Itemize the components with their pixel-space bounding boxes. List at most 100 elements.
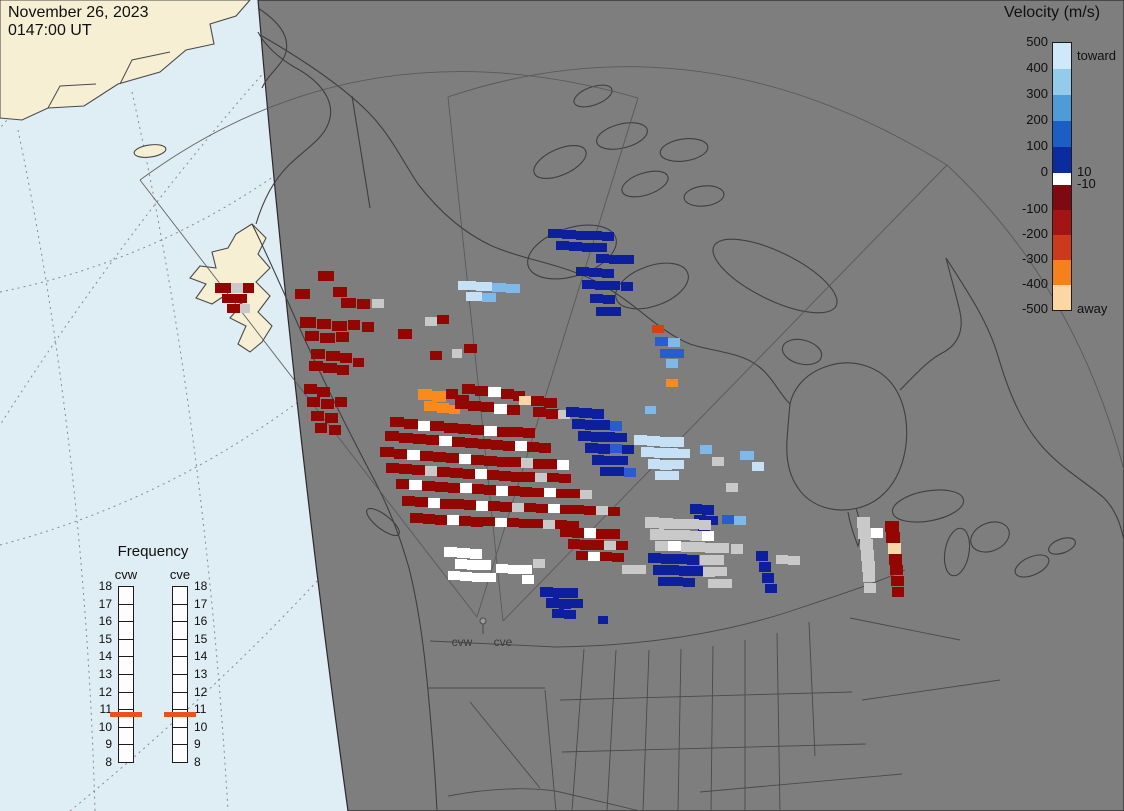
velocity-cell <box>471 425 484 435</box>
cve-fov-arc <box>447 66 948 166</box>
velocity-cell <box>435 515 447 525</box>
velocity-cell <box>459 454 471 464</box>
velocity-cell <box>309 361 323 371</box>
velocity-cell <box>231 283 243 293</box>
velocity-cell <box>580 540 592 550</box>
velocity-cell <box>715 567 727 576</box>
velocity-cell <box>564 610 576 619</box>
velocity-cell <box>396 479 409 489</box>
velocity-cell <box>547 473 559 482</box>
arctic-island <box>659 138 709 162</box>
velocity-cell <box>600 467 612 476</box>
velocity-cell <box>595 243 607 252</box>
velocity-cell <box>588 552 600 561</box>
velocity-cell <box>572 528 584 538</box>
velocity-cell <box>892 587 904 597</box>
velocity-cell <box>531 396 544 406</box>
lake-superior <box>891 489 965 523</box>
velocity-cell <box>499 471 511 481</box>
velocity-cell <box>654 448 666 458</box>
velocity-cell <box>472 573 484 582</box>
velocity-cell <box>432 391 446 402</box>
velocity-cell <box>598 616 608 624</box>
velocity-cell <box>472 484 484 494</box>
velocity-cell <box>585 443 598 453</box>
velocity-cell <box>610 421 622 431</box>
velocity-cell <box>425 317 437 326</box>
velocity-cell <box>559 474 571 483</box>
velocity-cell <box>300 317 316 328</box>
velocity-cell <box>862 561 875 572</box>
velocity-cell <box>332 321 347 331</box>
velocity-cell <box>658 577 671 586</box>
velocity-cell <box>700 445 712 454</box>
siberia-inner-lines <box>47 51 171 109</box>
velocity-cell <box>592 455 604 465</box>
frequency-tick-label: 11 <box>194 702 207 717</box>
velocity-cell <box>712 555 724 565</box>
atlantic-coast <box>945 257 1124 541</box>
velocity-cell <box>501 389 514 399</box>
velocity-cell <box>700 555 712 565</box>
velocity-cell <box>615 433 627 442</box>
velocity-cell <box>535 473 547 482</box>
velocity-cell <box>305 331 319 341</box>
velocity-cell <box>410 513 423 523</box>
velocity-tick-label: -10 <box>1077 176 1096 191</box>
velocity-cell <box>235 294 247 303</box>
velocity-cell <box>664 530 677 540</box>
frequency-tick-label: 14 <box>194 649 208 664</box>
frequency-tick-label: 12 <box>194 684 208 699</box>
velocity-cell <box>362 322 374 332</box>
frequency-tick-label: 16 <box>194 614 208 629</box>
velocity-cell <box>311 349 325 359</box>
velocity-cell <box>687 555 699 565</box>
velocity-cell <box>335 397 347 407</box>
frequency-tick-label: 10 <box>98 719 112 734</box>
velocity-cell <box>568 489 580 498</box>
velocity-cell <box>578 431 591 441</box>
velocity-cell <box>545 459 557 469</box>
velocity-cell <box>484 426 497 436</box>
velocity-cell <box>598 444 610 454</box>
velocity-cell <box>488 387 501 397</box>
velocity-cell <box>891 576 904 586</box>
velocity-cell <box>674 554 687 564</box>
velocity-cell <box>871 528 883 538</box>
velocity-cell <box>582 280 595 289</box>
velocity-cell <box>655 471 667 480</box>
velocity-cell <box>612 467 624 476</box>
velocity-colorbar-segment <box>1053 285 1071 310</box>
frequency-tick-label: 17 <box>98 596 112 611</box>
velocity-cell <box>448 483 460 493</box>
velocity-cell <box>717 543 729 553</box>
velocity-cell <box>455 399 468 409</box>
velocity-cell <box>475 469 487 479</box>
velocity-cells <box>215 229 904 624</box>
velocity-cell <box>333 287 347 297</box>
velocity-cell <box>506 284 520 293</box>
frequency-tick-label: 12 <box>98 684 112 699</box>
velocity-cell <box>667 471 679 480</box>
alaska-outline <box>255 31 332 225</box>
frequency-scale-cell <box>172 744 188 763</box>
velocity-cell <box>558 410 570 419</box>
velocity-cell <box>560 505 572 514</box>
velocity-cell <box>507 518 519 527</box>
frequency-tick-label: 15 <box>194 631 208 646</box>
coastlines <box>251 7 1124 811</box>
arctic-island <box>596 122 648 150</box>
velocity-cell <box>478 439 491 449</box>
velocity-cell <box>653 565 666 575</box>
velocity-cell <box>412 465 425 475</box>
velocity-cell <box>622 565 634 574</box>
velocity-tick-label: 0 <box>1040 164 1048 179</box>
velocity-cell <box>655 541 668 551</box>
velocity-cell <box>315 423 327 433</box>
velocity-cell <box>890 565 903 575</box>
velocity-cell <box>616 541 628 550</box>
velocity-cell <box>645 517 659 528</box>
frequency-scale-cell <box>118 656 134 675</box>
velocity-cell <box>668 338 680 347</box>
velocity-cell <box>491 440 503 450</box>
